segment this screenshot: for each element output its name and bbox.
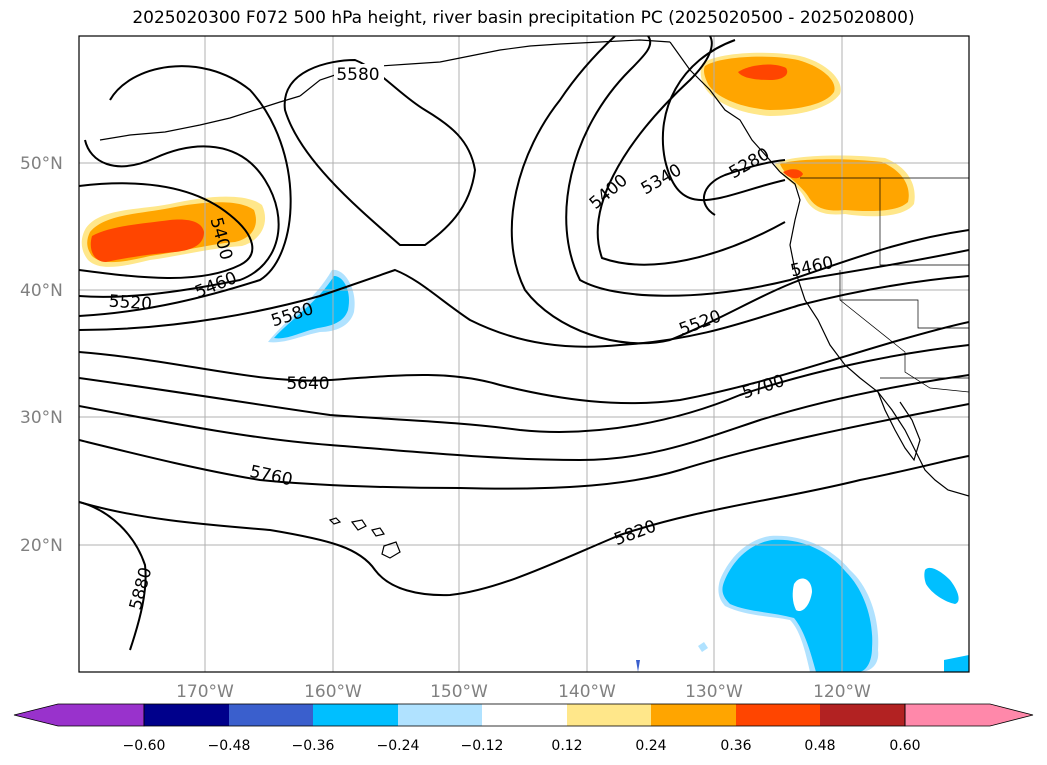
- colorbar-swatch: [313, 704, 398, 726]
- precip-negative-area-small-1: [924, 567, 959, 604]
- contour-labels: 5580 5400 5460 5520 5580 5640 5760 5880 …: [108, 64, 835, 612]
- contour-label: 5520: [677, 307, 724, 341]
- contour-5280: [702, 159, 786, 216]
- lat-label: 40°N: [20, 281, 63, 301]
- lat-label: 20°N: [20, 536, 63, 556]
- colorbar-extend-right: [904, 703, 1034, 727]
- precip-positive-area-gulf-inner: [704, 56, 835, 110]
- contour-label: 5700: [740, 371, 787, 403]
- se-alaska-coast: [669, 41, 781, 173]
- colorbar-extend-left: [13, 703, 145, 727]
- lon-label: 120°W: [813, 682, 871, 702]
- contour-label: 5340: [638, 160, 685, 199]
- colorbar-tick-label: 0.36: [720, 738, 751, 754]
- contour-5700-b: [79, 374, 969, 462]
- precip-negative-area-tiny: [636, 660, 640, 672]
- colorbar-tick-label: −0.36: [292, 738, 335, 754]
- contour-5820: [79, 455, 969, 597]
- state-border-2: [839, 270, 969, 329]
- contour-label: 5280: [726, 144, 773, 183]
- map-frame: [78, 35, 970, 673]
- colorbar-swatch: [651, 704, 736, 726]
- contour-5400-east: [596, 36, 786, 266]
- state-border-1: [879, 178, 969, 266]
- contour-label: 5400: [586, 171, 632, 214]
- contour-5580: [79, 268, 969, 348]
- lon-label: 160°W: [304, 682, 362, 702]
- contour-5760: [79, 403, 969, 490]
- contour-5520: [79, 65, 292, 317]
- colorbar-swatch: [567, 704, 651, 726]
- contour-5340: [661, 39, 786, 201]
- hawaii-1: [328, 517, 342, 525]
- contour-label: 5580: [336, 65, 379, 85]
- latitude-labels: 50°N 40°N 30°N 20°N: [20, 154, 63, 556]
- lon-label: 170°W: [176, 682, 234, 702]
- contour-label: 5640: [286, 374, 329, 394]
- contour-5580-north: [283, 58, 477, 246]
- lon-label: 150°W: [430, 682, 488, 702]
- state-border-3: [839, 299, 969, 393]
- map-title: 2025020300 F072 500 hPa height, river ba…: [132, 8, 915, 28]
- contour-5460-west: [79, 139, 280, 298]
- lon-label: 140°W: [558, 682, 616, 702]
- colorbar-swatch: [820, 704, 905, 726]
- longitude-labels: 170°W 160°W 150°W 140°W 130°W 120°W: [176, 682, 871, 702]
- hawaii-2: [350, 519, 367, 531]
- colorbar-tick-label: −0.24: [377, 738, 420, 754]
- contour-label: 5460: [789, 253, 835, 282]
- colorbar-swatch: [482, 704, 567, 726]
- colorbar-tick-label: 0.24: [635, 738, 666, 754]
- colorbar-swatch: [229, 704, 313, 726]
- contour-label: 5880: [126, 565, 157, 612]
- colorbar-tick-label: 0.12: [551, 738, 582, 754]
- contour-label: 5760: [248, 462, 294, 491]
- colorbar-swatch: [398, 704, 482, 726]
- colorbar-tick-label: −0.60: [123, 738, 166, 754]
- precip-strong-area-pnw: [783, 169, 803, 179]
- colorbar: −0.60 −0.48 −0.36 −0.24 −0.12 0.12 0.24 …: [13, 703, 1034, 754]
- colorbar-tick-label: 0.48: [804, 738, 835, 754]
- contour-5520-east: [510, 36, 969, 345]
- contour-5700: [79, 344, 969, 433]
- contour-5400-west: [79, 182, 254, 279]
- precip-negative-area-small-2: [944, 655, 969, 672]
- lat-label: 30°N: [20, 408, 63, 428]
- lat-label: 50°N: [20, 154, 63, 174]
- hawaii-big-island: [381, 541, 401, 559]
- colorbar-swatch: [144, 704, 229, 726]
- precip-positive-area-pnw-inner: [780, 159, 909, 212]
- contour-5880: [79, 501, 147, 651]
- colorbar-tick-label: 0.60: [889, 738, 920, 754]
- precip-strong-area-west: [90, 219, 204, 262]
- aleutian-islands: [99, 95, 301, 141]
- colorbar-tick-label: −0.48: [208, 738, 251, 754]
- baja-peninsula: [877, 391, 921, 462]
- contour-5460-east: [565, 36, 969, 297]
- contour-label: 5520: [108, 292, 153, 315]
- precip-strong-area-gulf: [738, 64, 788, 80]
- hawaii-3: [371, 527, 385, 537]
- contour-5640: [79, 321, 969, 405]
- west-coast: [779, 171, 969, 497]
- colorbar-swatch: [736, 704, 820, 726]
- precip-shading: [81, 52, 969, 672]
- precip-hole-southeast: [792, 578, 812, 612]
- coastlines: [99, 39, 969, 559]
- precip-negative-area-small-3: [698, 642, 708, 652]
- colorbar-tick-label: −0.12: [461, 738, 504, 754]
- lon-label: 130°W: [685, 682, 743, 702]
